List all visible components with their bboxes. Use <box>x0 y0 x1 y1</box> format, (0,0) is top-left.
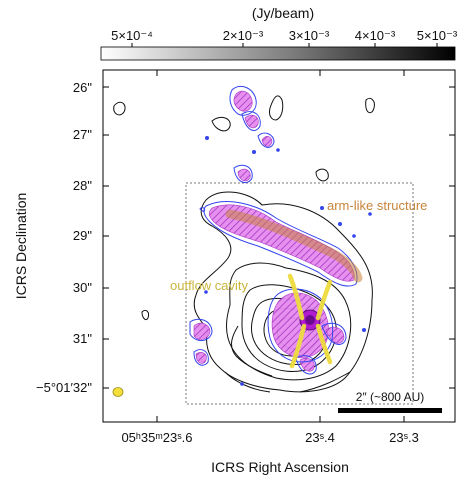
x-tick-label: 23ˢ.4 <box>305 430 335 445</box>
zoom-box <box>185 182 414 405</box>
colorbar-tick-label: 5×10⁻⁴ <box>111 28 153 43</box>
colorbar-ticks <box>131 43 438 47</box>
x-tick-label: 23ˢ.3 <box>389 430 419 445</box>
scale-bar <box>338 408 442 413</box>
y-tick-label: 26" <box>73 80 92 95</box>
x-axis-title: ICRS Right Ascension <box>211 459 349 475</box>
beam-ellipse <box>112 387 124 397</box>
colorbar-tick-label: 5×10⁻³ <box>417 28 458 43</box>
scale-bar-label: 2″ (~800 AU) <box>356 390 425 404</box>
blue-dots <box>204 136 372 386</box>
annotation-arm-like-structure: arm-like structure <box>327 198 427 213</box>
colorbar-label: (Jy/beam) <box>252 5 314 21</box>
y-tick-label: 30" <box>73 280 92 295</box>
y-tick-label: −5°01′32" <box>36 380 92 395</box>
annotation-outflow-cavity: outflow cavity <box>170 278 249 293</box>
colorbar <box>100 46 456 61</box>
plot-frame <box>102 69 456 423</box>
y-tick-label: 29" <box>73 228 92 243</box>
outflow-cavity-lines <box>287 273 333 369</box>
colorbar-tick-label: 3×10⁻³ <box>289 28 330 43</box>
arm-overlay <box>225 209 363 283</box>
blue-contours <box>189 85 358 375</box>
axis-ticks <box>103 70 455 422</box>
x-tick-label: 05ʰ35ᵐ23ˢ.6 <box>121 430 192 445</box>
y-tick-label: 28" <box>73 178 92 193</box>
magenta-emission <box>193 90 355 372</box>
y-tick-label: 31" <box>73 331 92 346</box>
colorbar-tick-label: 4×10⁻³ <box>355 28 396 43</box>
black-contours <box>113 95 375 393</box>
y-tick-label: 27" <box>73 127 92 142</box>
colorbar-tick-label: 2×10⁻³ <box>223 28 264 43</box>
y-axis-title: ICRS Declination <box>13 193 29 300</box>
